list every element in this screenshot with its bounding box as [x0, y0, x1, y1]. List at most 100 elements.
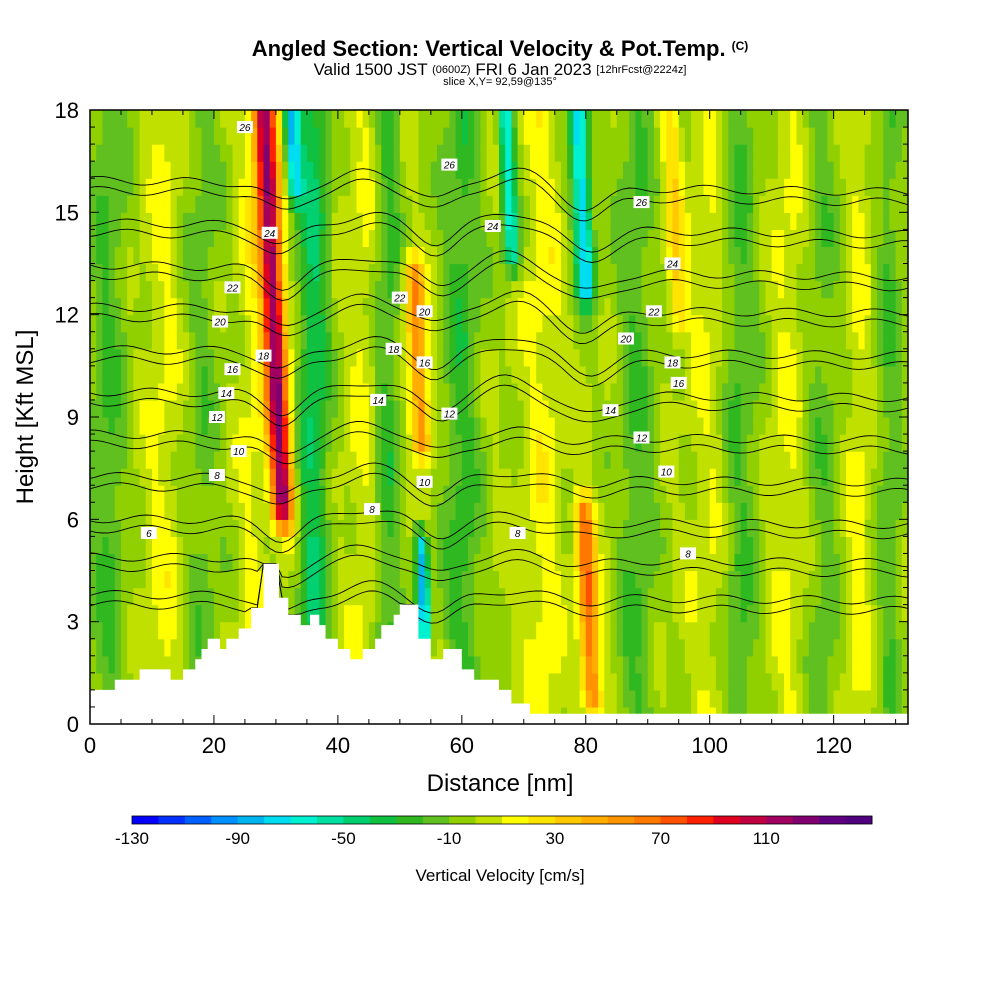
velocity-cell: [715, 417, 723, 435]
velocity-cell: [629, 434, 636, 452]
velocity-cell: [313, 434, 320, 452]
velocity-cell: [697, 331, 705, 350]
velocity-cell: [331, 212, 339, 230]
velocity-cell: [877, 212, 884, 230]
velocity-cell: [864, 365, 872, 384]
velocity-cell: [263, 195, 271, 213]
velocity-cell: [399, 178, 407, 196]
velocity-cell: [722, 297, 729, 316]
velocity-cell: [325, 382, 333, 401]
velocity-cell: [461, 638, 469, 657]
velocity-cell: [827, 280, 835, 299]
contour-label-bg: [391, 291, 408, 304]
velocity-cell: [120, 485, 128, 503]
velocity-cell: [387, 246, 395, 265]
velocity-cell: [560, 536, 568, 555]
velocity-cell: [201, 348, 209, 367]
velocity-cell: [139, 399, 147, 418]
velocity-cell: [715, 451, 723, 469]
contour-label: 26: [633, 196, 650, 209]
velocity-cell: [604, 485, 612, 503]
velocity-cell: [226, 502, 234, 520]
velocity-cell: [244, 536, 252, 555]
velocity-cell: [176, 638, 184, 657]
velocity-cell: [517, 382, 525, 401]
velocity-cell: [344, 604, 351, 623]
velocity-cell: [238, 297, 246, 316]
velocity-cell: [560, 570, 568, 589]
velocity-cell: [709, 212, 717, 230]
velocity-cell: [610, 621, 618, 640]
velocity-cell: [771, 519, 779, 537]
velocity-cell: [381, 161, 389, 179]
velocity-cell: [523, 570, 531, 589]
velocity-cell: [833, 246, 841, 265]
velocity-cell: [740, 280, 748, 299]
velocity-cell: [846, 417, 853, 435]
velocity-cell: [573, 553, 581, 572]
velocity-cell: [815, 110, 822, 128]
velocity-cell: [641, 621, 649, 640]
velocity-cell: [784, 195, 791, 213]
velocity-cell: [678, 382, 686, 401]
velocity-cell: [703, 502, 711, 520]
velocity-cell: [356, 110, 364, 128]
velocity-cell: [393, 604, 401, 623]
velocity-cell: [275, 110, 283, 128]
velocity-cell: [443, 570, 451, 589]
velocity-cell: [629, 144, 636, 162]
velocity-cell: [226, 314, 234, 333]
velocity-cell: [567, 365, 574, 384]
velocity-cell: [139, 417, 147, 435]
velocity-cell: [560, 246, 568, 265]
velocity-cell: [96, 161, 103, 179]
velocity-cell: [449, 314, 457, 333]
velocity-cell: [145, 638, 153, 657]
velocity-cell: [257, 280, 265, 299]
velocity-cell: [232, 621, 240, 640]
velocity-cell: [802, 195, 810, 213]
velocity-cell: [610, 570, 618, 589]
velocity-cell: [653, 587, 661, 606]
velocity-cell: [499, 229, 506, 248]
velocity-cell: [790, 246, 798, 265]
velocity-cell: [790, 621, 798, 640]
velocity-cell: [430, 229, 438, 248]
velocity-cell: [616, 553, 624, 572]
velocity-cell: [715, 689, 723, 708]
velocity-cell: [610, 280, 618, 299]
velocity-cell: [443, 331, 451, 350]
velocity-cell: [765, 417, 773, 435]
velocity-cell: [337, 246, 345, 265]
velocity-cell: [300, 297, 308, 316]
velocity-cell: [505, 331, 512, 350]
velocity-cell: [331, 519, 339, 537]
velocity-cell: [517, 451, 525, 469]
velocity-cell: [331, 348, 339, 367]
velocity-cell: [567, 502, 574, 520]
velocity-cell: [542, 212, 550, 230]
velocity-cell: [90, 195, 97, 213]
velocity-cell: [554, 434, 562, 452]
velocity-cell: [133, 553, 141, 572]
velocity-cell: [195, 178, 203, 196]
velocity-cell: [195, 280, 203, 299]
velocity-cell: [108, 570, 116, 589]
velocity-cell: [746, 502, 754, 520]
velocity-cell: [883, 655, 891, 674]
velocity-cell: [182, 229, 190, 248]
velocity-cell: [709, 468, 717, 486]
velocity-cell: [697, 348, 705, 367]
velocity-cell: [176, 485, 184, 503]
velocity-cell: [585, 263, 593, 282]
velocity-cell: [139, 127, 147, 145]
velocity-cell: [722, 178, 729, 196]
velocity-cell: [96, 587, 103, 606]
velocity-cell: [839, 161, 847, 179]
velocity-cell: [96, 382, 103, 401]
velocity-cell: [492, 587, 500, 606]
velocity-cell: [294, 110, 302, 128]
velocity-cell: [356, 297, 364, 316]
velocity-cell: [889, 314, 897, 333]
velocity-cell: [678, 399, 686, 418]
